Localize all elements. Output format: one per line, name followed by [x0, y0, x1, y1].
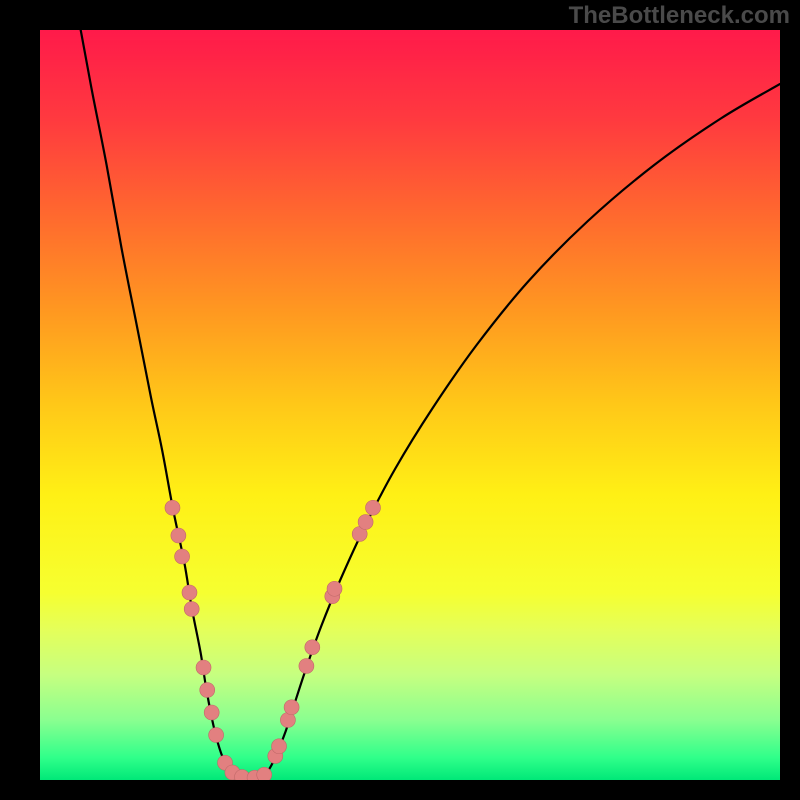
curve-marker	[182, 585, 197, 600]
curve-marker	[175, 549, 190, 564]
curve-marker	[196, 660, 211, 675]
curve-marker	[358, 515, 373, 530]
chart-stage: TheBottleneck.com	[0, 0, 800, 800]
curve-marker	[165, 500, 180, 515]
curve-marker	[327, 581, 342, 596]
plot-svg	[40, 30, 780, 780]
curve-marker	[184, 602, 199, 617]
curve-marker	[204, 705, 219, 720]
curve-marker	[284, 700, 299, 715]
curve-marker	[200, 683, 215, 698]
plot-area	[40, 30, 780, 780]
curve-marker	[171, 528, 186, 543]
watermark-text: TheBottleneck.com	[569, 2, 790, 30]
curve-marker	[366, 500, 381, 515]
curve-marker	[305, 640, 320, 655]
gradient-background	[40, 30, 780, 780]
curve-marker	[272, 739, 287, 754]
curve-marker	[257, 767, 272, 780]
curve-marker	[209, 728, 224, 743]
curve-marker	[299, 659, 314, 674]
